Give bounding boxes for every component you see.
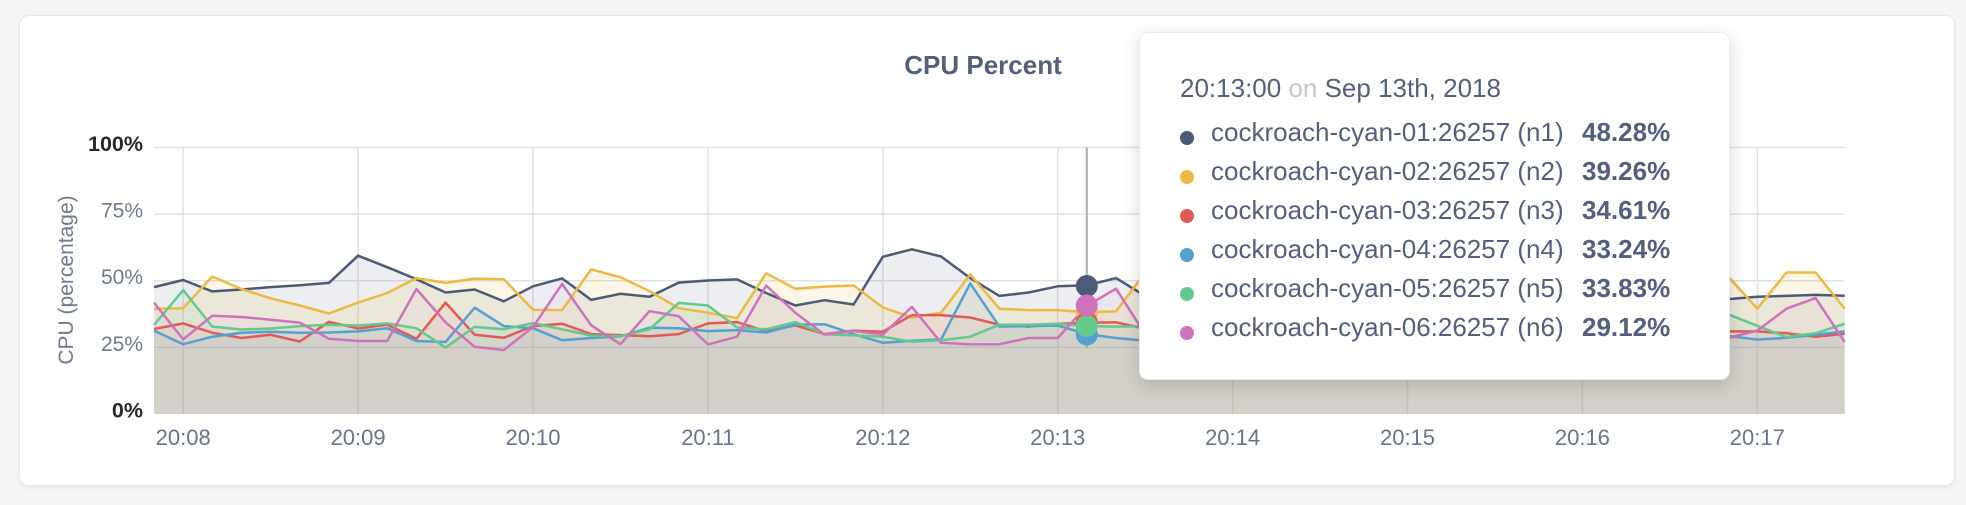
svg-text:20:14: 20:14	[1205, 425, 1260, 450]
svg-text:20:17: 20:17	[1730, 425, 1785, 450]
svg-text:20:16: 20:16	[1555, 425, 1610, 450]
svg-text:20:15: 20:15	[1380, 425, 1435, 450]
svg-text:20:13: 20:13	[1030, 425, 1085, 450]
svg-text:50%: 50%	[101, 266, 143, 289]
svg-text:75%: 75%	[101, 200, 143, 223]
svg-text:0%: 0%	[112, 399, 143, 423]
svg-text:20:10: 20:10	[505, 425, 560, 450]
svg-text:20:09: 20:09	[331, 425, 386, 450]
svg-text:100%: 100%	[88, 132, 143, 156]
svg-text:20:12: 20:12	[855, 425, 910, 450]
svg-text:25%: 25%	[101, 333, 143, 356]
svg-text:CPU (percentage): CPU (percentage)	[55, 195, 78, 364]
svg-text:20:11: 20:11	[681, 425, 734, 450]
svg-text:20:08: 20:08	[156, 425, 211, 450]
